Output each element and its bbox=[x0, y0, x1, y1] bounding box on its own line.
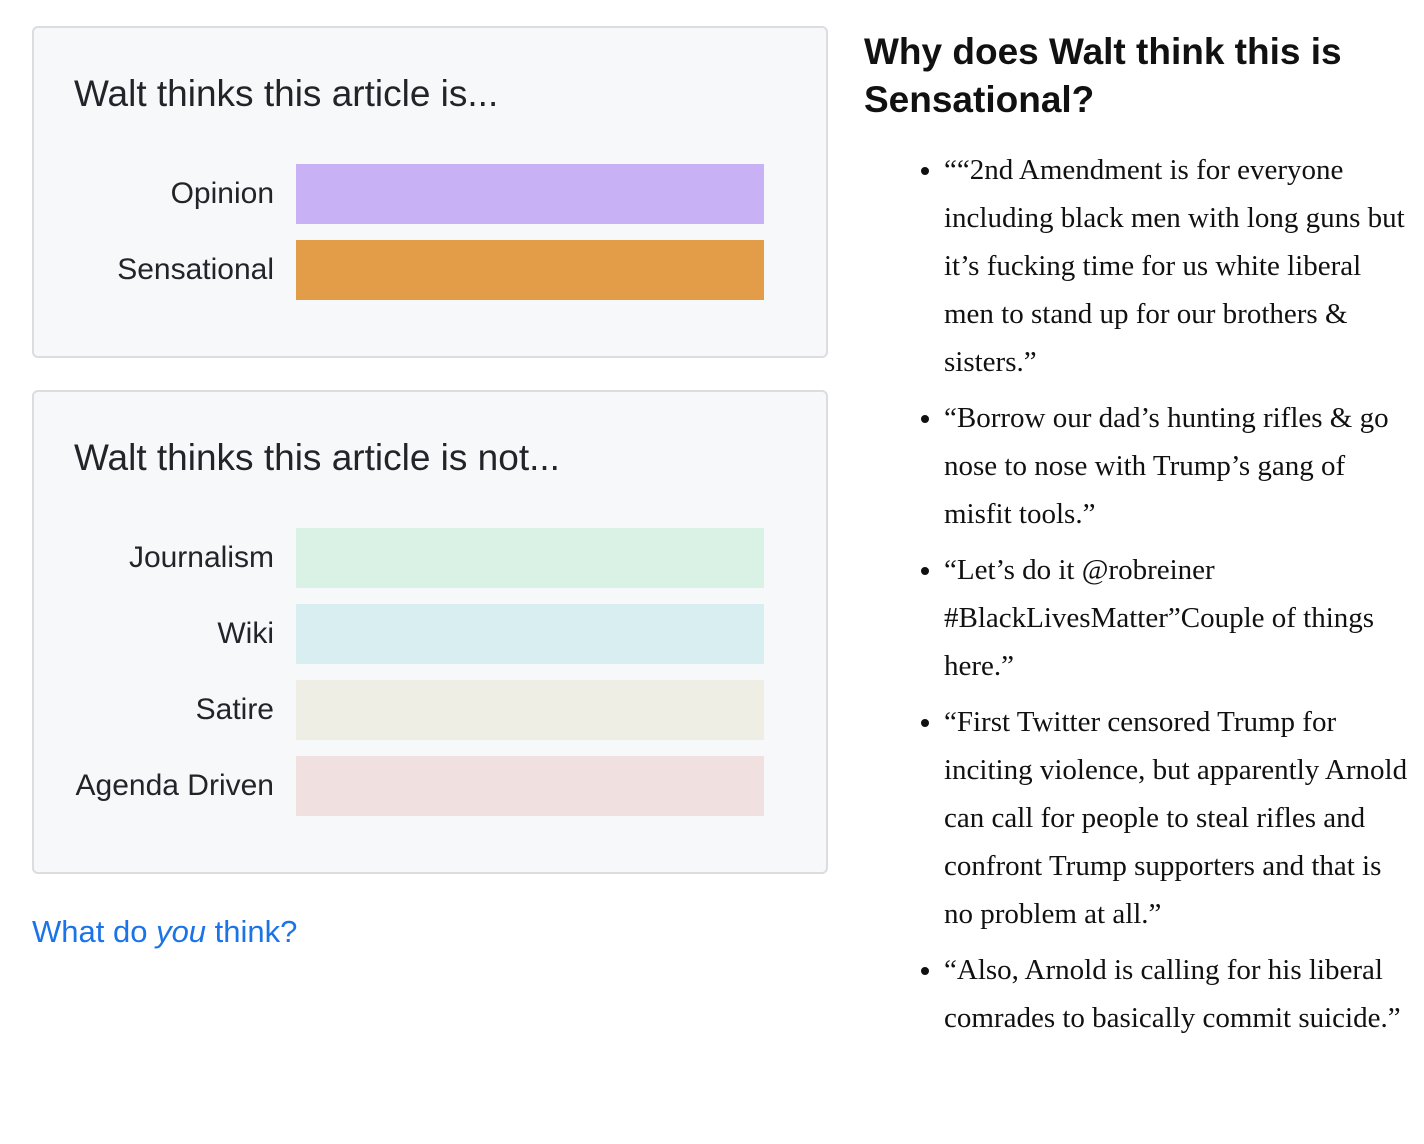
cta-text-emphasis: you bbox=[156, 914, 207, 949]
category-bar bbox=[296, 756, 764, 816]
reasons-list: ““2nd Amendment is for everyone includin… bbox=[864, 146, 1412, 1042]
category-label: Satire bbox=[195, 693, 274, 726]
category-bar bbox=[296, 604, 764, 664]
category-label: Opinion bbox=[170, 177, 274, 210]
reason-item: “Let’s do it @robreiner #BlackLivesMatte… bbox=[944, 546, 1412, 690]
card-title-not: Walt thinks this article is not... bbox=[74, 437, 560, 478]
category-bar bbox=[296, 680, 764, 740]
reason-item: “Borrow our dad’s hunting rifles & go no… bbox=[944, 394, 1412, 538]
category-bar bbox=[296, 240, 764, 300]
classification-card-not: Walt thinks this article is not... Journ… bbox=[32, 390, 828, 874]
category-row-opinion: Opinion bbox=[74, 164, 786, 224]
category-row-journalism: Journalism bbox=[74, 528, 786, 588]
category-row-satire: Satire bbox=[74, 680, 786, 740]
category-label: Sensational bbox=[117, 253, 274, 286]
cta-text-after: think? bbox=[206, 914, 298, 949]
reason-item: “First Twitter censored Trump for inciti… bbox=[944, 698, 1412, 938]
category-rows-not: Journalism Wiki Satire Agenda Driven bbox=[74, 528, 786, 816]
cta-text-before: What do bbox=[32, 914, 157, 949]
left-column: Walt thinks this article is... Opinion S… bbox=[32, 26, 828, 950]
reasons-title: Why does Walt think this is Sensational? bbox=[864, 31, 1342, 120]
category-label: Agenda Driven bbox=[75, 769, 274, 802]
category-label: Wiki bbox=[217, 617, 274, 650]
category-row-wiki: Wiki bbox=[74, 604, 786, 664]
category-rows-is: Opinion Sensational bbox=[74, 164, 786, 300]
category-row-sensational: Sensational bbox=[74, 240, 786, 300]
what-do-you-think-link[interactable]: What do you think? bbox=[32, 914, 297, 950]
category-row-agenda-driven: Agenda Driven bbox=[74, 756, 786, 816]
card-title-is: Walt thinks this article is... bbox=[74, 73, 499, 114]
category-bar bbox=[296, 528, 764, 588]
reasons-panel: Why does Walt think this is Sensational?… bbox=[864, 28, 1412, 1050]
category-bar bbox=[296, 164, 764, 224]
category-label: Journalism bbox=[128, 541, 274, 574]
classification-card-is: Walt thinks this article is... Opinion S… bbox=[32, 26, 828, 358]
reason-item: “Also, Arnold is calling for his liberal… bbox=[944, 946, 1412, 1042]
reason-item: ““2nd Amendment is for everyone includin… bbox=[944, 146, 1412, 386]
